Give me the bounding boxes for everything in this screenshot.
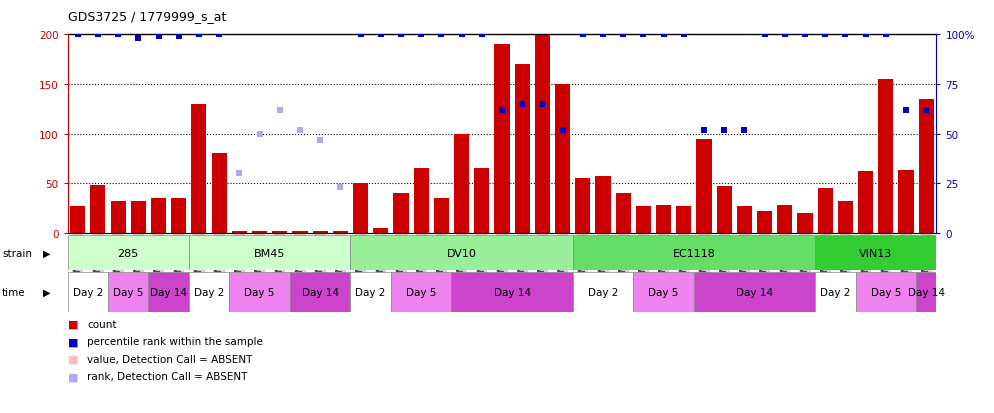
Bar [373,228,389,233]
Bar [815,235,936,271]
Bar [916,273,936,312]
Text: rank, Detection Call = ABSENT: rank, Detection Call = ABSENT [87,371,248,381]
Bar [515,65,530,233]
Bar [856,273,916,312]
Text: Day 14: Day 14 [150,287,187,297]
Bar [351,235,573,271]
Bar [838,202,853,233]
Bar [697,139,712,233]
Bar [615,194,631,233]
Text: EC1118: EC1118 [673,248,716,258]
Bar [555,85,571,233]
Bar [90,186,105,233]
Bar [433,199,449,233]
Bar [232,231,247,233]
Bar [272,231,287,233]
Bar [108,273,148,312]
Text: Day 5: Day 5 [245,287,274,297]
Text: Day 5: Day 5 [406,287,436,297]
Bar [573,235,815,271]
Text: BM45: BM45 [253,248,285,258]
Bar [451,273,573,312]
Bar [858,172,873,233]
Bar [394,194,409,233]
Bar [454,134,469,233]
Bar [351,273,391,312]
Text: ▶: ▶ [43,248,51,258]
Text: percentile rank within the sample: percentile rank within the sample [87,337,263,347]
Text: GDS3725 / 1779999_s_at: GDS3725 / 1779999_s_at [68,10,226,23]
Text: Day 14: Day 14 [908,287,944,297]
Bar [777,206,792,233]
Text: Day 5: Day 5 [113,287,143,297]
Text: Day 5: Day 5 [871,287,901,297]
Text: strain: strain [2,248,32,258]
Bar [333,231,348,233]
Bar [110,202,125,233]
Text: Day 2: Day 2 [73,287,103,297]
Bar [694,273,815,312]
Bar [656,206,671,233]
Bar [171,199,186,233]
Bar [737,206,752,233]
Text: Day 2: Day 2 [587,287,618,297]
Text: VIN13: VIN13 [859,248,893,258]
Text: Day 5: Day 5 [648,287,679,297]
Bar [191,104,207,233]
Text: count: count [87,319,117,329]
Bar [312,231,328,233]
Text: ■: ■ [68,319,79,329]
Bar [212,154,227,233]
Text: ■: ■ [68,337,79,347]
Bar [757,211,772,233]
Bar [879,80,894,233]
Text: ■: ■ [68,371,79,381]
Bar [414,169,428,233]
Bar [391,273,451,312]
Bar [818,189,833,233]
Bar [71,206,85,233]
Bar [535,35,550,233]
Bar [148,273,189,312]
Bar [474,169,489,233]
Bar [797,214,813,233]
Bar [189,235,351,271]
Bar [815,273,856,312]
Bar [68,273,108,312]
Text: ■: ■ [68,354,79,364]
Bar [151,199,166,233]
Text: Day 14: Day 14 [494,287,531,297]
Text: value, Detection Call = ABSENT: value, Detection Call = ABSENT [87,354,252,364]
Bar [633,273,694,312]
Text: Day 14: Day 14 [301,287,339,297]
Text: Day 14: Day 14 [736,287,773,297]
Bar [131,202,146,233]
Text: ▶: ▶ [43,287,51,297]
Bar [292,231,307,233]
Bar [636,206,651,233]
Text: Day 2: Day 2 [820,287,851,297]
Text: Day 2: Day 2 [194,287,225,297]
Text: 285: 285 [117,248,139,258]
Text: time: time [2,287,26,297]
Bar [717,187,732,233]
Bar [494,45,510,233]
Bar [595,177,610,233]
Bar [290,273,351,312]
Text: Day 2: Day 2 [356,287,386,297]
Bar [353,184,368,233]
Bar [576,179,590,233]
Bar [573,273,633,312]
Bar [68,235,189,271]
Text: DV10: DV10 [446,248,476,258]
Bar [676,206,692,233]
Bar [918,100,933,233]
Bar [230,273,290,312]
Bar [899,171,913,233]
Bar [189,273,230,312]
Bar [251,231,267,233]
